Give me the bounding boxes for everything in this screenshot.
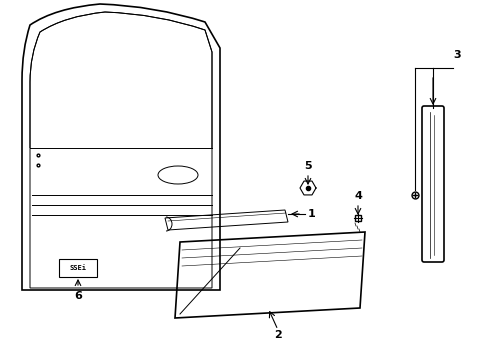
Text: 1: 1 xyxy=(307,209,315,219)
Text: SSEi: SSEi xyxy=(69,265,86,271)
Text: 4: 4 xyxy=(353,191,361,201)
Text: 5: 5 xyxy=(304,161,311,171)
Text: 2: 2 xyxy=(274,330,281,340)
Text: 3: 3 xyxy=(452,50,460,60)
Text: 6: 6 xyxy=(74,291,82,301)
